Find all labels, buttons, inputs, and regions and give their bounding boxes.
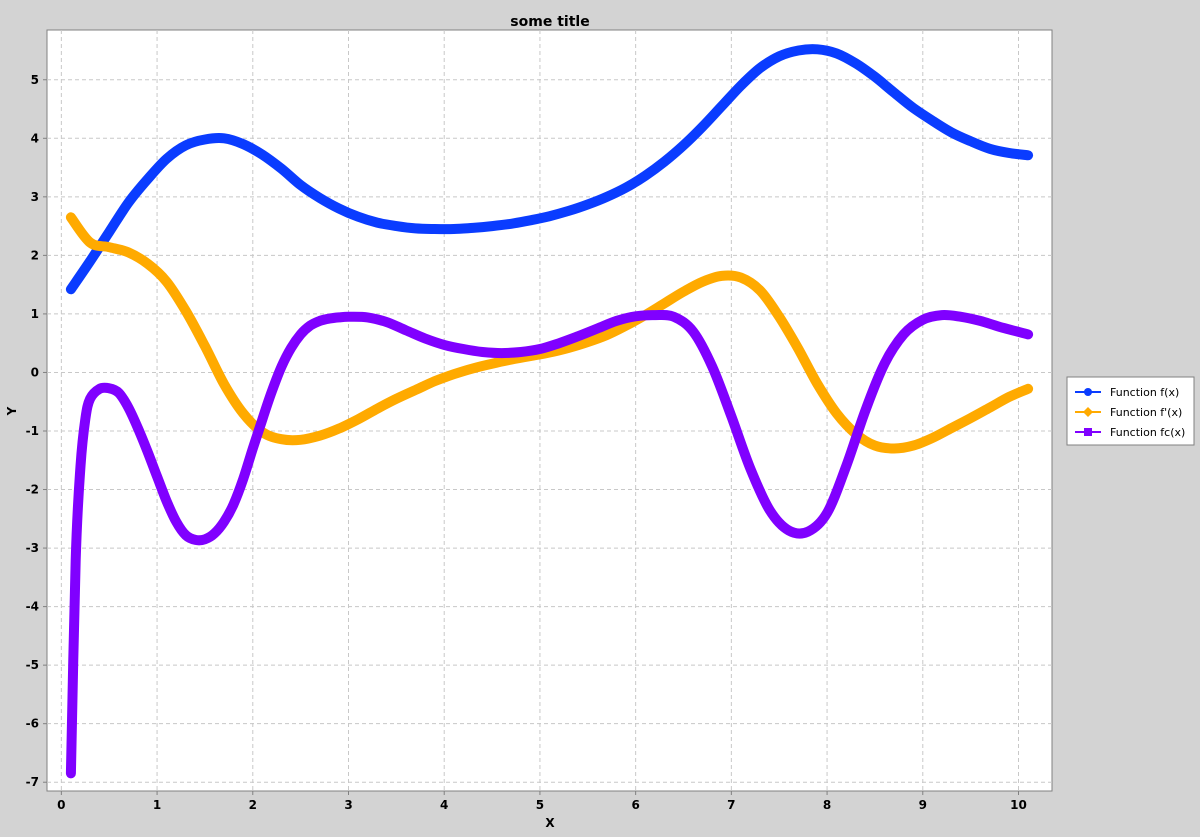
y-tick-label: 2 bbox=[31, 248, 39, 262]
x-tick-label: 9 bbox=[919, 798, 927, 812]
y-tick-label: -5 bbox=[26, 658, 39, 672]
x-tick-label: 10 bbox=[1010, 798, 1027, 812]
y-tick-label: 4 bbox=[31, 131, 39, 145]
x-tick-label: 1 bbox=[153, 798, 161, 812]
series-line-1 bbox=[65, 44, 1034, 295]
plot-area bbox=[46, 29, 1053, 792]
chart-title: some title bbox=[510, 14, 589, 30]
y-tick-label: 1 bbox=[31, 307, 39, 321]
legend-marker-circle bbox=[1084, 388, 1092, 396]
legend: Function f(x) Function f'(x) Function fc(x… bbox=[1066, 376, 1195, 446]
x-tick-label: 4 bbox=[440, 798, 448, 812]
y-axis-label: Y bbox=[5, 406, 19, 416]
y-tick-label: -2 bbox=[26, 483, 39, 497]
legend-marker-square bbox=[1084, 428, 1092, 436]
legend-label: Function fc(x) bbox=[1110, 426, 1185, 439]
y-tick-label: 0 bbox=[31, 365, 39, 379]
y-tick-label: -7 bbox=[26, 775, 39, 789]
axis-ticks: 0 1 2 3 4 5 6 7 8 9 10 -7 -6 -5 -4 -3 -2 -1 0 1 2 3 4 5 bbox=[26, 73, 1027, 812]
legend-marker-diamond bbox=[1083, 407, 1093, 417]
x-tick-label: 3 bbox=[344, 798, 352, 812]
y-tick-label: 5 bbox=[31, 73, 39, 87]
y-tick-label: 3 bbox=[31, 190, 39, 204]
x-tick-label: 5 bbox=[536, 798, 544, 812]
legend-label: Function f(x) bbox=[1110, 386, 1179, 399]
y-tick-label: -1 bbox=[26, 424, 39, 438]
series-line-3 bbox=[65, 309, 1034, 779]
x-axis-label: X bbox=[545, 816, 555, 830]
x-tick-label: 6 bbox=[631, 798, 639, 812]
x-tick-label: 7 bbox=[727, 798, 735, 812]
series-line-2 bbox=[65, 212, 1034, 454]
legend-label: Function f'(x) bbox=[1110, 406, 1182, 419]
series-group bbox=[65, 44, 1034, 779]
y-tick-label: -4 bbox=[26, 600, 39, 614]
x-tick-label: 0 bbox=[57, 798, 65, 812]
x-tick-label: 8 bbox=[823, 798, 831, 812]
y-tick-label: -3 bbox=[26, 541, 39, 555]
y-tick-label: -6 bbox=[26, 717, 39, 731]
x-tick-label: 2 bbox=[249, 798, 257, 812]
